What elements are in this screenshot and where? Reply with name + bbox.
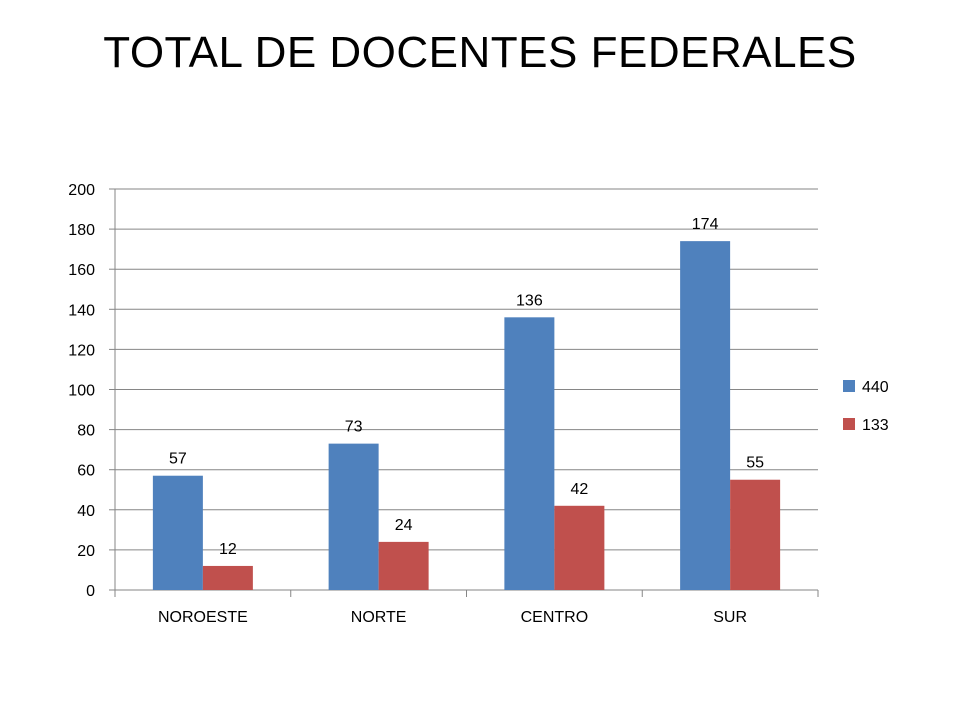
chart-title: TOTAL DE DOCENTES FEDERALES [103, 28, 857, 77]
y-tick-label: 160 [68, 262, 95, 279]
bar[interactable] [730, 479, 781, 590]
bar[interactable] [504, 317, 555, 590]
bar[interactable] [328, 443, 379, 590]
legend-swatch [843, 380, 855, 392]
bar[interactable] [378, 541, 429, 590]
y-tick-label: 20 [77, 543, 95, 560]
y-tick-label: 200 [68, 182, 95, 199]
y-tick-label: 100 [68, 383, 95, 400]
bar[interactable] [202, 565, 253, 590]
data-label: 57 [169, 451, 187, 468]
x-category-label: NORTE [351, 609, 407, 626]
bar[interactable] [554, 505, 605, 590]
data-label: 73 [345, 419, 363, 436]
y-tick-label: 120 [68, 342, 95, 359]
legend-label: 440 [862, 379, 889, 396]
x-category-label: NOROESTE [158, 609, 248, 626]
data-label: 12 [219, 541, 237, 558]
data-label: 55 [746, 455, 764, 472]
y-tick-label: 0 [86, 583, 95, 600]
y-tick-label: 40 [77, 503, 95, 520]
y-tick-label: 180 [68, 222, 95, 239]
bar[interactable] [152, 475, 203, 590]
x-category-label: CENTRO [521, 609, 589, 626]
data-label: 136 [516, 292, 543, 309]
y-tick-label: 80 [77, 423, 95, 440]
y-tick-label: 140 [68, 302, 95, 319]
data-label: 24 [395, 517, 413, 534]
y-tick-label: 60 [77, 463, 95, 480]
data-label: 174 [692, 216, 719, 233]
x-category-label: SUR [713, 609, 747, 626]
legend-label: 133 [862, 417, 889, 434]
data-label: 42 [570, 481, 588, 498]
legend-swatch [843, 418, 855, 430]
bar[interactable] [680, 241, 731, 590]
